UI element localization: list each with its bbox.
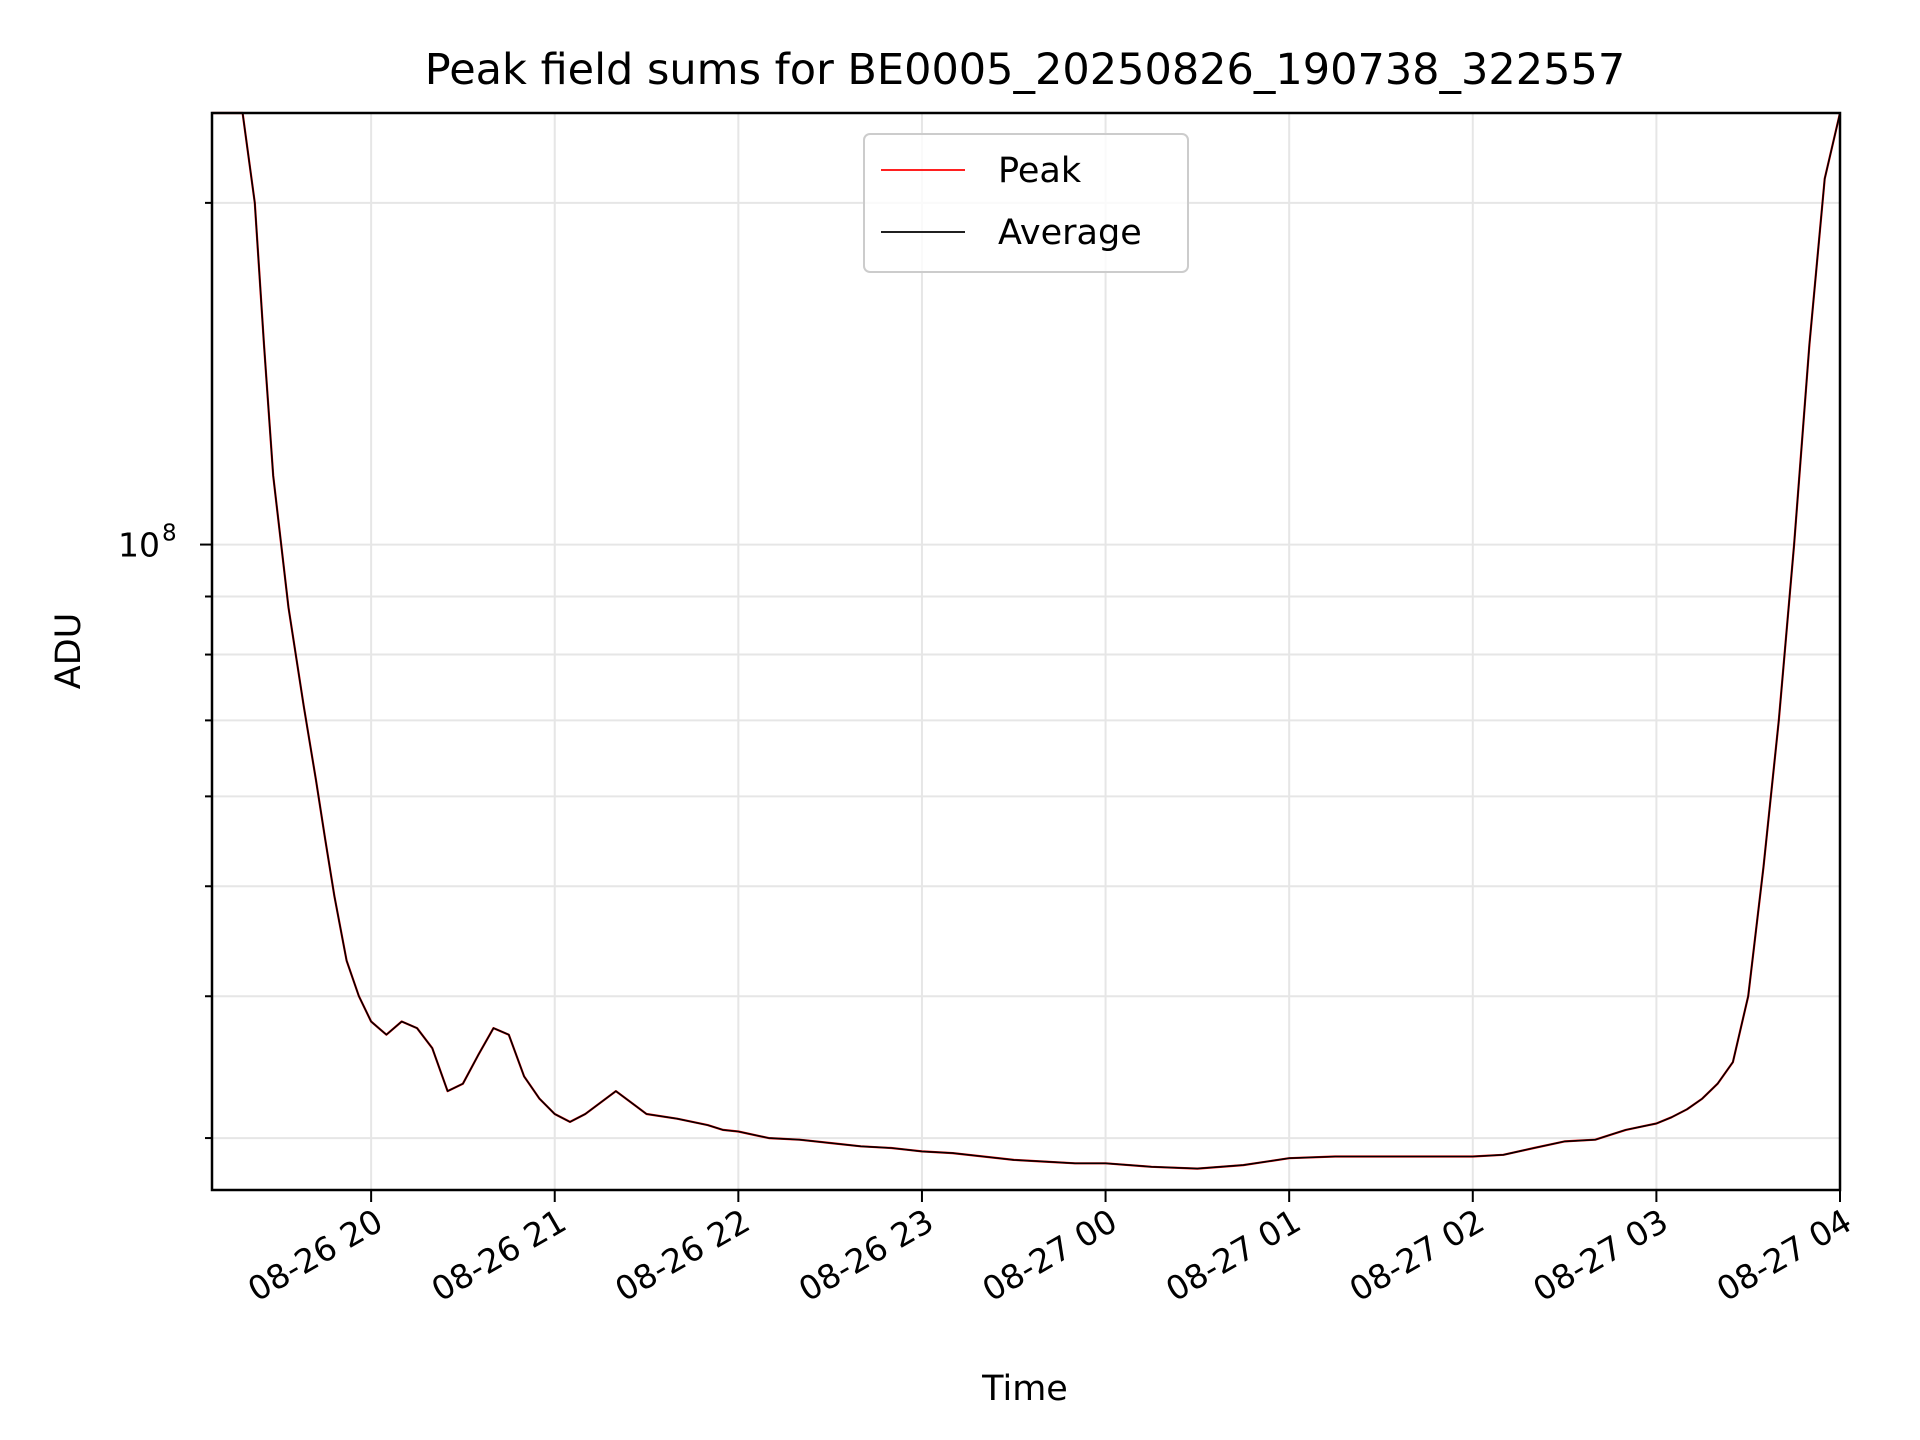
x-tick-label: 08-27 00 [976, 1201, 1124, 1309]
x-axis-label: Time [981, 1369, 1068, 1409]
x-tick-label: 08-26 23 [792, 1201, 940, 1309]
legend-label-peak: Peak [998, 151, 1082, 191]
legend-frame [863, 133, 1189, 273]
x-tick-label: 08-26 20 [241, 1201, 389, 1309]
series-line-average [212, 112, 1841, 1170]
y-tick-label-exponent: 8 [162, 521, 177, 547]
x-tick-label: 08-26 21 [425, 1201, 573, 1309]
x-tick-label: 08-26 22 [608, 1201, 756, 1309]
series-layer [212, 111, 1842, 1170]
legend-label-average: Average [998, 213, 1142, 253]
grid [212, 113, 1841, 1190]
y-axis-label: ADU [49, 613, 89, 690]
x-tick-label: 08-27 01 [1159, 1201, 1307, 1309]
axes: 08-26 20 08-26 21 08-26 22 08-26 23 08-27 00… [118, 201, 1858, 1309]
y-tick-label: 10 [118, 526, 160, 565]
legend: Peak Average [863, 133, 1189, 273]
chart-title: Peak field sums for BE0005_20250826_1907… [425, 45, 1625, 95]
x-tick-label: 08-27 02 [1343, 1201, 1491, 1309]
plot-frame [210, 111, 1842, 1192]
x-tick-label: 08-27 03 [1526, 1201, 1674, 1309]
x-tick-label: 08-27 04 [1710, 1201, 1858, 1309]
